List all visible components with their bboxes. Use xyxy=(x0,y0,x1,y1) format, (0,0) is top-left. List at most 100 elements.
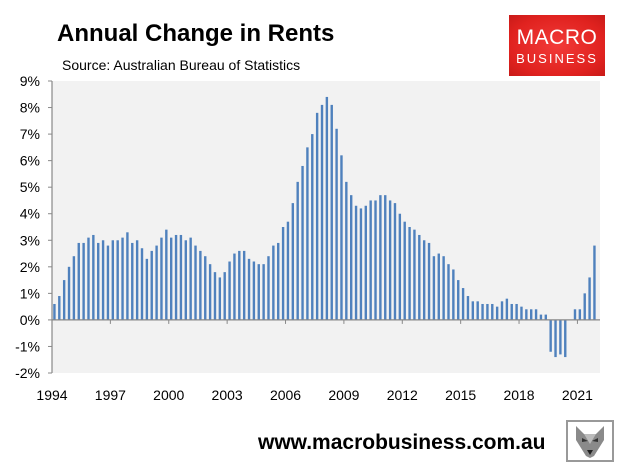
bar xyxy=(189,237,192,320)
bar xyxy=(267,256,270,320)
bar xyxy=(413,229,416,320)
logo-line2: BUSINESS xyxy=(516,51,598,66)
bar xyxy=(549,319,552,352)
bar xyxy=(72,256,76,320)
bar xyxy=(335,128,338,320)
x-tick-label: 2006 xyxy=(270,387,301,403)
bar xyxy=(58,296,61,320)
x-tick-label: 2009 xyxy=(328,387,359,403)
x-tick-label: 2000 xyxy=(153,387,184,403)
y-tick-label: 5% xyxy=(20,179,40,195)
bar xyxy=(296,181,299,320)
bar xyxy=(281,227,285,320)
x-tick-label: 1997 xyxy=(95,387,126,403)
bar xyxy=(359,208,363,320)
bar xyxy=(350,195,353,320)
bar xyxy=(408,227,411,320)
bar xyxy=(505,298,509,320)
bar xyxy=(135,240,139,320)
x-tick-label: 2015 xyxy=(445,387,476,403)
bar xyxy=(131,242,134,320)
bar xyxy=(403,221,406,320)
bar xyxy=(432,256,436,320)
macrobusiness-logo: MACRO BUSINESS xyxy=(509,15,605,76)
bar xyxy=(525,309,528,320)
bar xyxy=(578,309,582,320)
bar xyxy=(77,242,80,320)
bar xyxy=(262,264,265,320)
bar xyxy=(437,253,440,320)
bar xyxy=(379,195,382,320)
bar xyxy=(340,155,343,320)
bar xyxy=(87,237,90,320)
chart-subtitle: Source: Australian Bureau of Statistics xyxy=(62,57,301,73)
bar xyxy=(301,165,304,320)
bar xyxy=(82,242,85,320)
bar xyxy=(272,245,275,320)
bar xyxy=(121,237,124,320)
bar xyxy=(311,134,314,320)
bar xyxy=(564,319,567,358)
wolf-icon xyxy=(566,420,614,462)
bar xyxy=(476,301,479,320)
bar xyxy=(67,266,71,320)
bar xyxy=(174,234,178,320)
bar xyxy=(510,303,513,320)
bar xyxy=(179,234,183,320)
bar xyxy=(315,112,319,320)
chart-title: Annual Change in Rents xyxy=(57,20,335,47)
y-tick-label: 8% xyxy=(20,100,40,116)
bar xyxy=(388,200,392,320)
bar xyxy=(364,205,367,320)
bar xyxy=(247,258,251,320)
bar xyxy=(208,264,212,320)
x-tick-label: 2018 xyxy=(503,387,534,403)
bar xyxy=(588,277,591,320)
y-tick-label: 2% xyxy=(20,259,40,275)
bar xyxy=(62,280,66,320)
bar xyxy=(306,147,309,320)
bar xyxy=(116,240,119,320)
y-tick-label: 4% xyxy=(20,206,40,222)
bar xyxy=(418,234,421,320)
bar xyxy=(194,245,197,320)
bar xyxy=(320,104,324,320)
bar xyxy=(466,296,470,320)
y-tick-label: 3% xyxy=(20,232,40,248)
bar xyxy=(530,309,533,320)
x-tick-label: 2012 xyxy=(387,387,418,403)
bar xyxy=(238,250,241,320)
bar xyxy=(218,277,222,320)
bar xyxy=(213,272,217,320)
bar xyxy=(369,200,372,320)
bar xyxy=(233,253,236,320)
bar xyxy=(427,242,431,320)
y-tick-label: 7% xyxy=(20,126,40,142)
bar xyxy=(491,303,494,320)
bar xyxy=(145,258,149,320)
x-tick-label: 1994 xyxy=(36,387,67,403)
logo-line1: MACRO xyxy=(516,26,598,49)
bar xyxy=(520,306,523,320)
y-tick-label: 6% xyxy=(20,153,40,169)
y-tick-label: 9% xyxy=(20,73,40,89)
bar xyxy=(169,237,173,320)
bar xyxy=(457,280,460,320)
bar xyxy=(422,240,426,320)
bar xyxy=(97,242,100,320)
bar xyxy=(291,203,295,320)
x-tick-label: 2003 xyxy=(212,387,243,403)
bar xyxy=(486,303,489,320)
bar xyxy=(398,213,402,320)
bar-chart: -2% -1% 0% 1% 2% 3% 4% 5% 6% 7% 8% 9% 1994 1997 2000 20… xyxy=(15,73,600,403)
y-tick-label: -2% xyxy=(15,365,40,381)
bar xyxy=(53,303,56,320)
bar xyxy=(330,104,333,320)
bar xyxy=(101,240,105,320)
bar xyxy=(500,301,504,320)
bar xyxy=(393,203,397,320)
bar xyxy=(150,250,153,320)
bar xyxy=(544,314,547,320)
bar xyxy=(481,303,484,320)
